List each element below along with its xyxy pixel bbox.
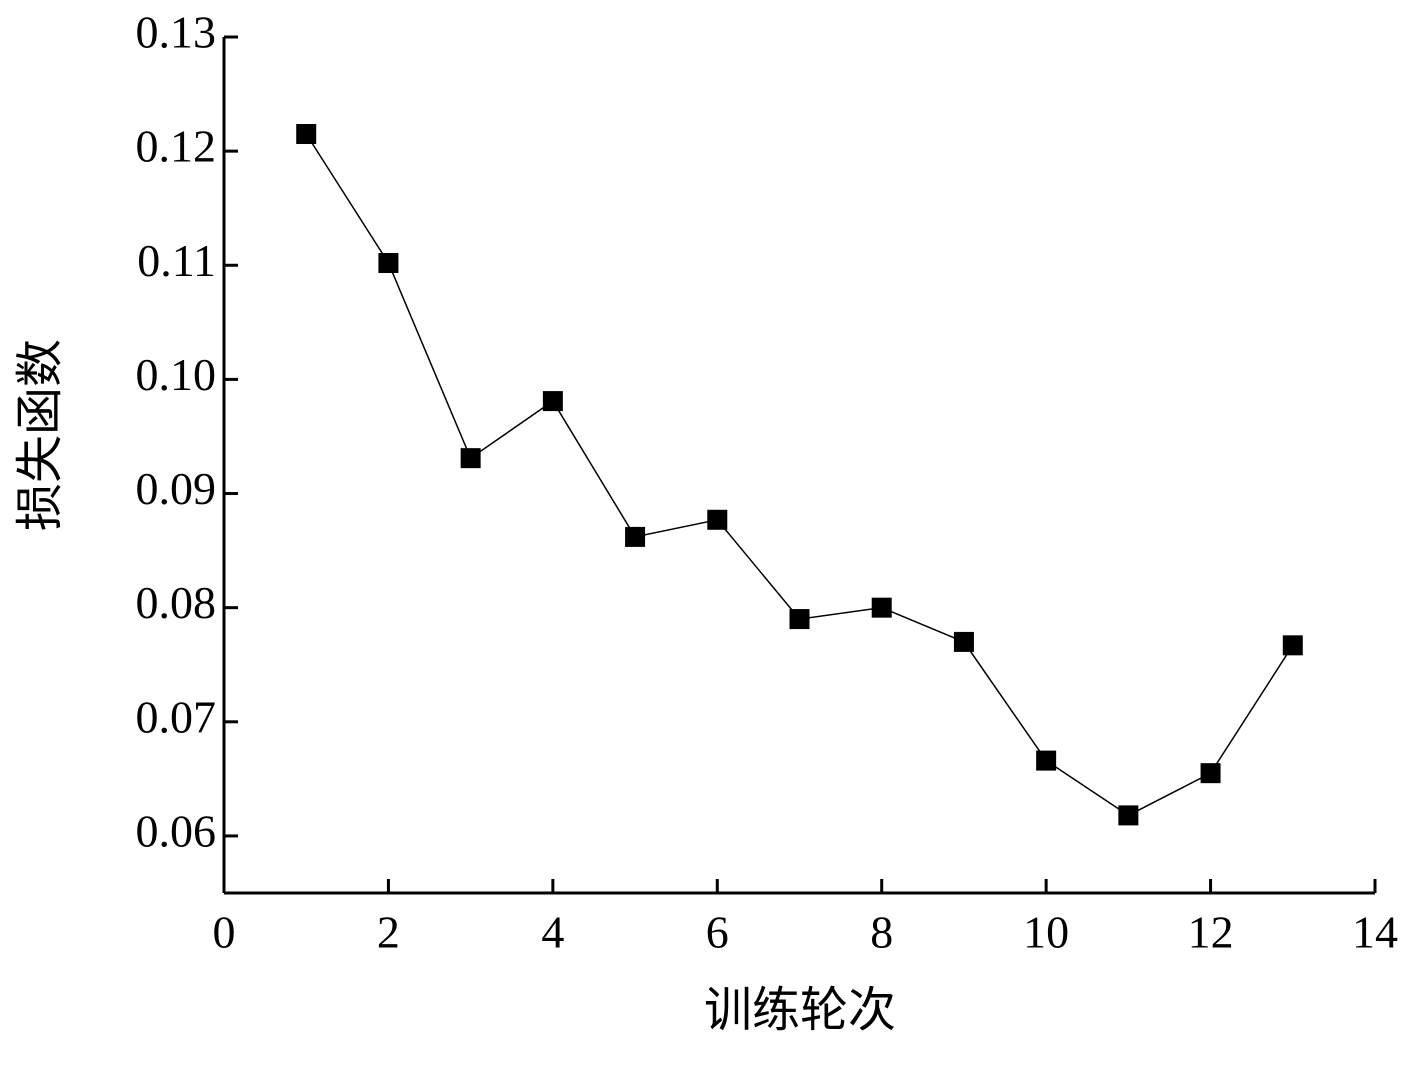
- x-tick-label: 10: [1023, 907, 1069, 958]
- x-tick-label: 6: [706, 907, 729, 958]
- point: [707, 509, 728, 530]
- x-tick-label: 2: [377, 907, 400, 958]
- point: [542, 391, 563, 412]
- y-tick-label: 0.11: [137, 235, 216, 286]
- y-tick-label: 0.10: [136, 349, 217, 400]
- point: [1282, 635, 1303, 656]
- point: [1200, 763, 1221, 784]
- y-tick-label: 0.07: [136, 691, 217, 742]
- point: [1118, 805, 1139, 826]
- point: [871, 597, 892, 618]
- x-tick-label: 0: [213, 907, 236, 958]
- point: [378, 252, 399, 273]
- y-tick-label: 0.06: [136, 805, 217, 856]
- point: [953, 631, 974, 652]
- point: [460, 448, 481, 469]
- x-tick-label: 4: [541, 907, 564, 958]
- x-tick-label: 14: [1352, 907, 1398, 958]
- y-tick-label: 0.13: [136, 7, 217, 58]
- point: [625, 526, 646, 547]
- line: [305, 133, 1294, 817]
- x-tick-label: 8: [870, 907, 893, 958]
- y-tick-label: 0.08: [136, 577, 217, 628]
- point: [1036, 750, 1057, 771]
- x-tick-label: 12: [1188, 907, 1234, 958]
- x-axis-title: 训练轮次: [704, 984, 896, 1037]
- point: [296, 124, 317, 145]
- point: [789, 609, 810, 630]
- y-axis-title: 损失函数: [14, 339, 67, 531]
- y-tick-label: 0.12: [136, 121, 217, 172]
- y-tick-label: 0.09: [136, 463, 217, 514]
